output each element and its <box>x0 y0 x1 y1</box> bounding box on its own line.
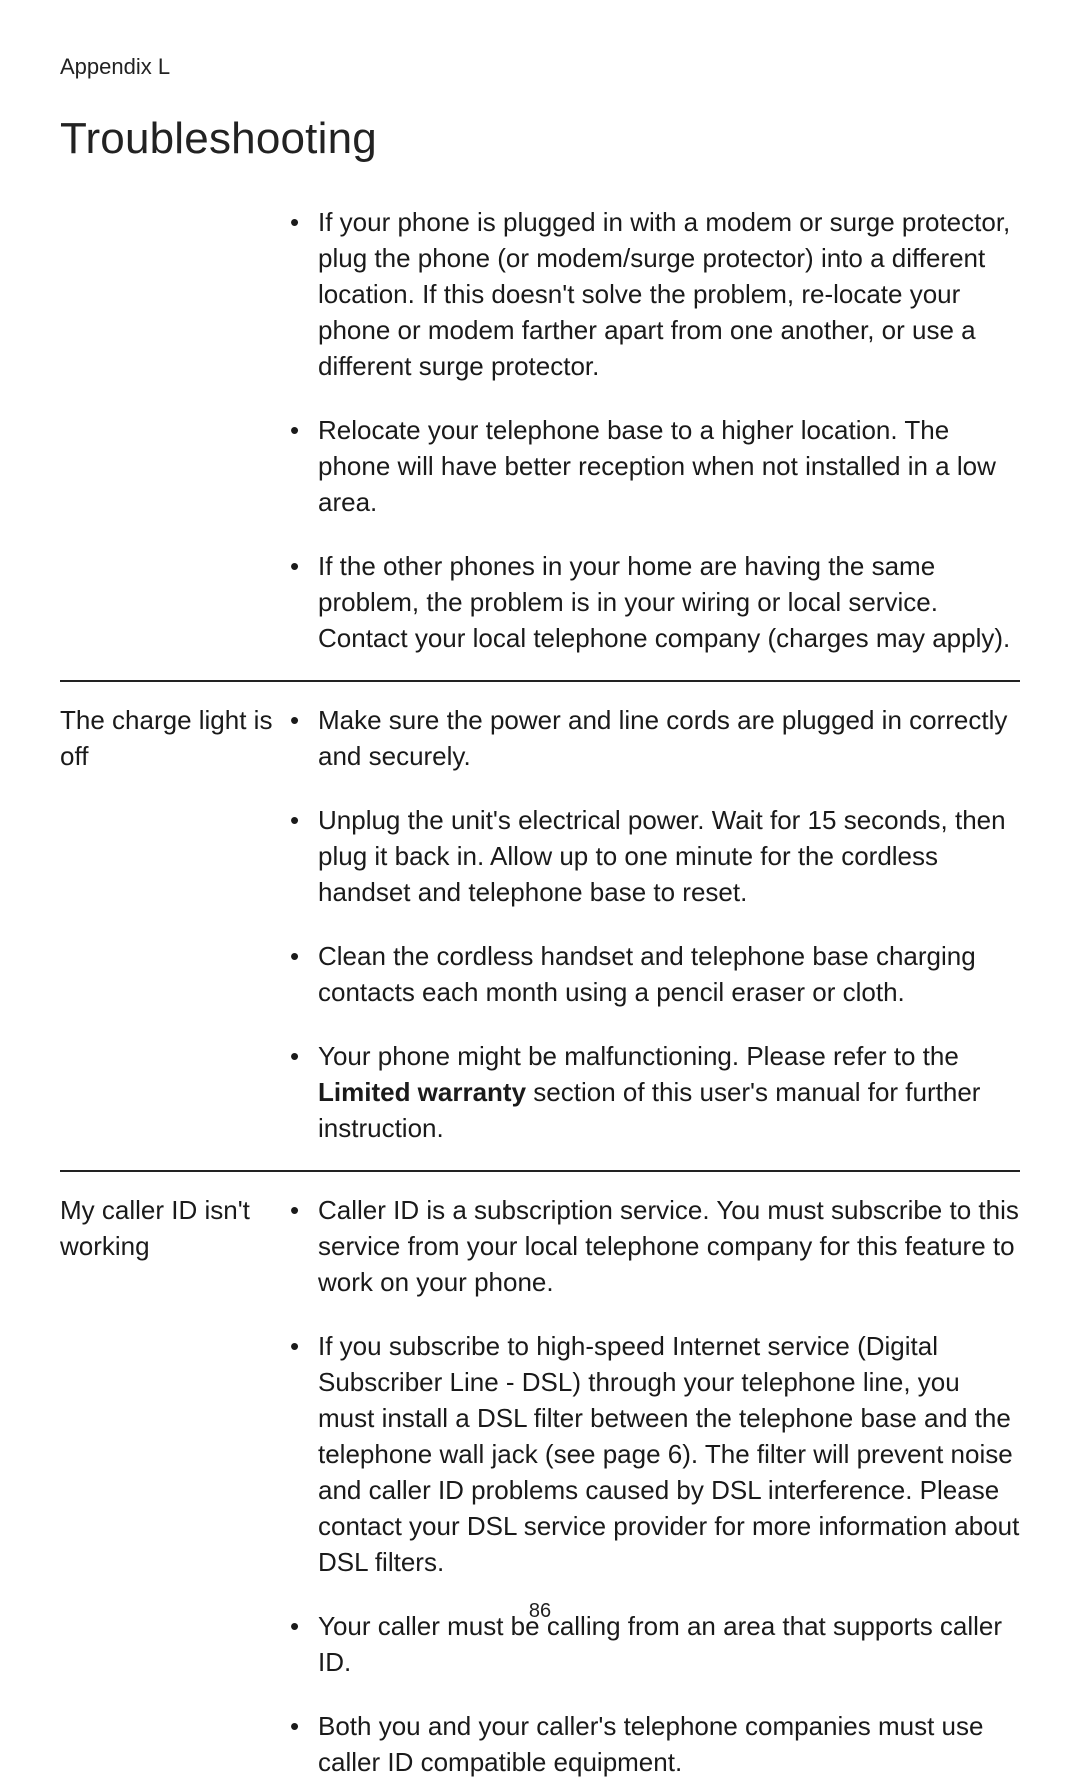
bullet-pre: Your phone might be malfunctioning. Plea… <box>318 1041 959 1071</box>
bullet-bold: Limited warranty <box>318 1077 526 1107</box>
page-number: 86 <box>0 1600 1080 1623</box>
section-bullets: Make sure the power and line cords are p… <box>284 702 1020 1146</box>
bullet-item: Relocate your telephone base to a higher… <box>284 412 1020 520</box>
bullet-item: Caller ID is a subscription service. You… <box>284 1192 1020 1300</box>
section-bullets: If your phone is plugged in with a modem… <box>284 204 1020 656</box>
section-label: My caller ID isn't working <box>60 1192 284 1264</box>
appendix-label: Appendix L <box>60 54 1020 80</box>
bullet-item: Both you and your caller's telephone com… <box>284 1708 1020 1780</box>
bullet-item: If the other phones in your home are hav… <box>284 548 1020 656</box>
section-caller-id: My caller ID isn't working Caller ID is … <box>60 1170 1020 1780</box>
bullet-item: If your phone is plugged in with a modem… <box>284 204 1020 384</box>
section-continuation: If your phone is plugged in with a modem… <box>60 204 1020 656</box>
bullet-item: Unplug the unit's electrical power. Wait… <box>284 802 1020 910</box>
bullet-item: Make sure the power and line cords are p… <box>284 702 1020 774</box>
page-title: Troubleshooting <box>60 114 1020 164</box>
section-charge-light: The charge light is off Make sure the po… <box>60 680 1020 1146</box>
page: Appendix L Troubleshooting If your phone… <box>0 0 1080 1665</box>
section-label: The charge light is off <box>60 702 284 774</box>
bullet-item: If you subscribe to high-speed Internet … <box>284 1328 1020 1580</box>
bullet-item: Your phone might be malfunctioning. Plea… <box>284 1038 1020 1146</box>
bullet-item: Clean the cordless handset and telephone… <box>284 938 1020 1010</box>
section-bullets: Caller ID is a subscription service. You… <box>284 1192 1020 1780</box>
